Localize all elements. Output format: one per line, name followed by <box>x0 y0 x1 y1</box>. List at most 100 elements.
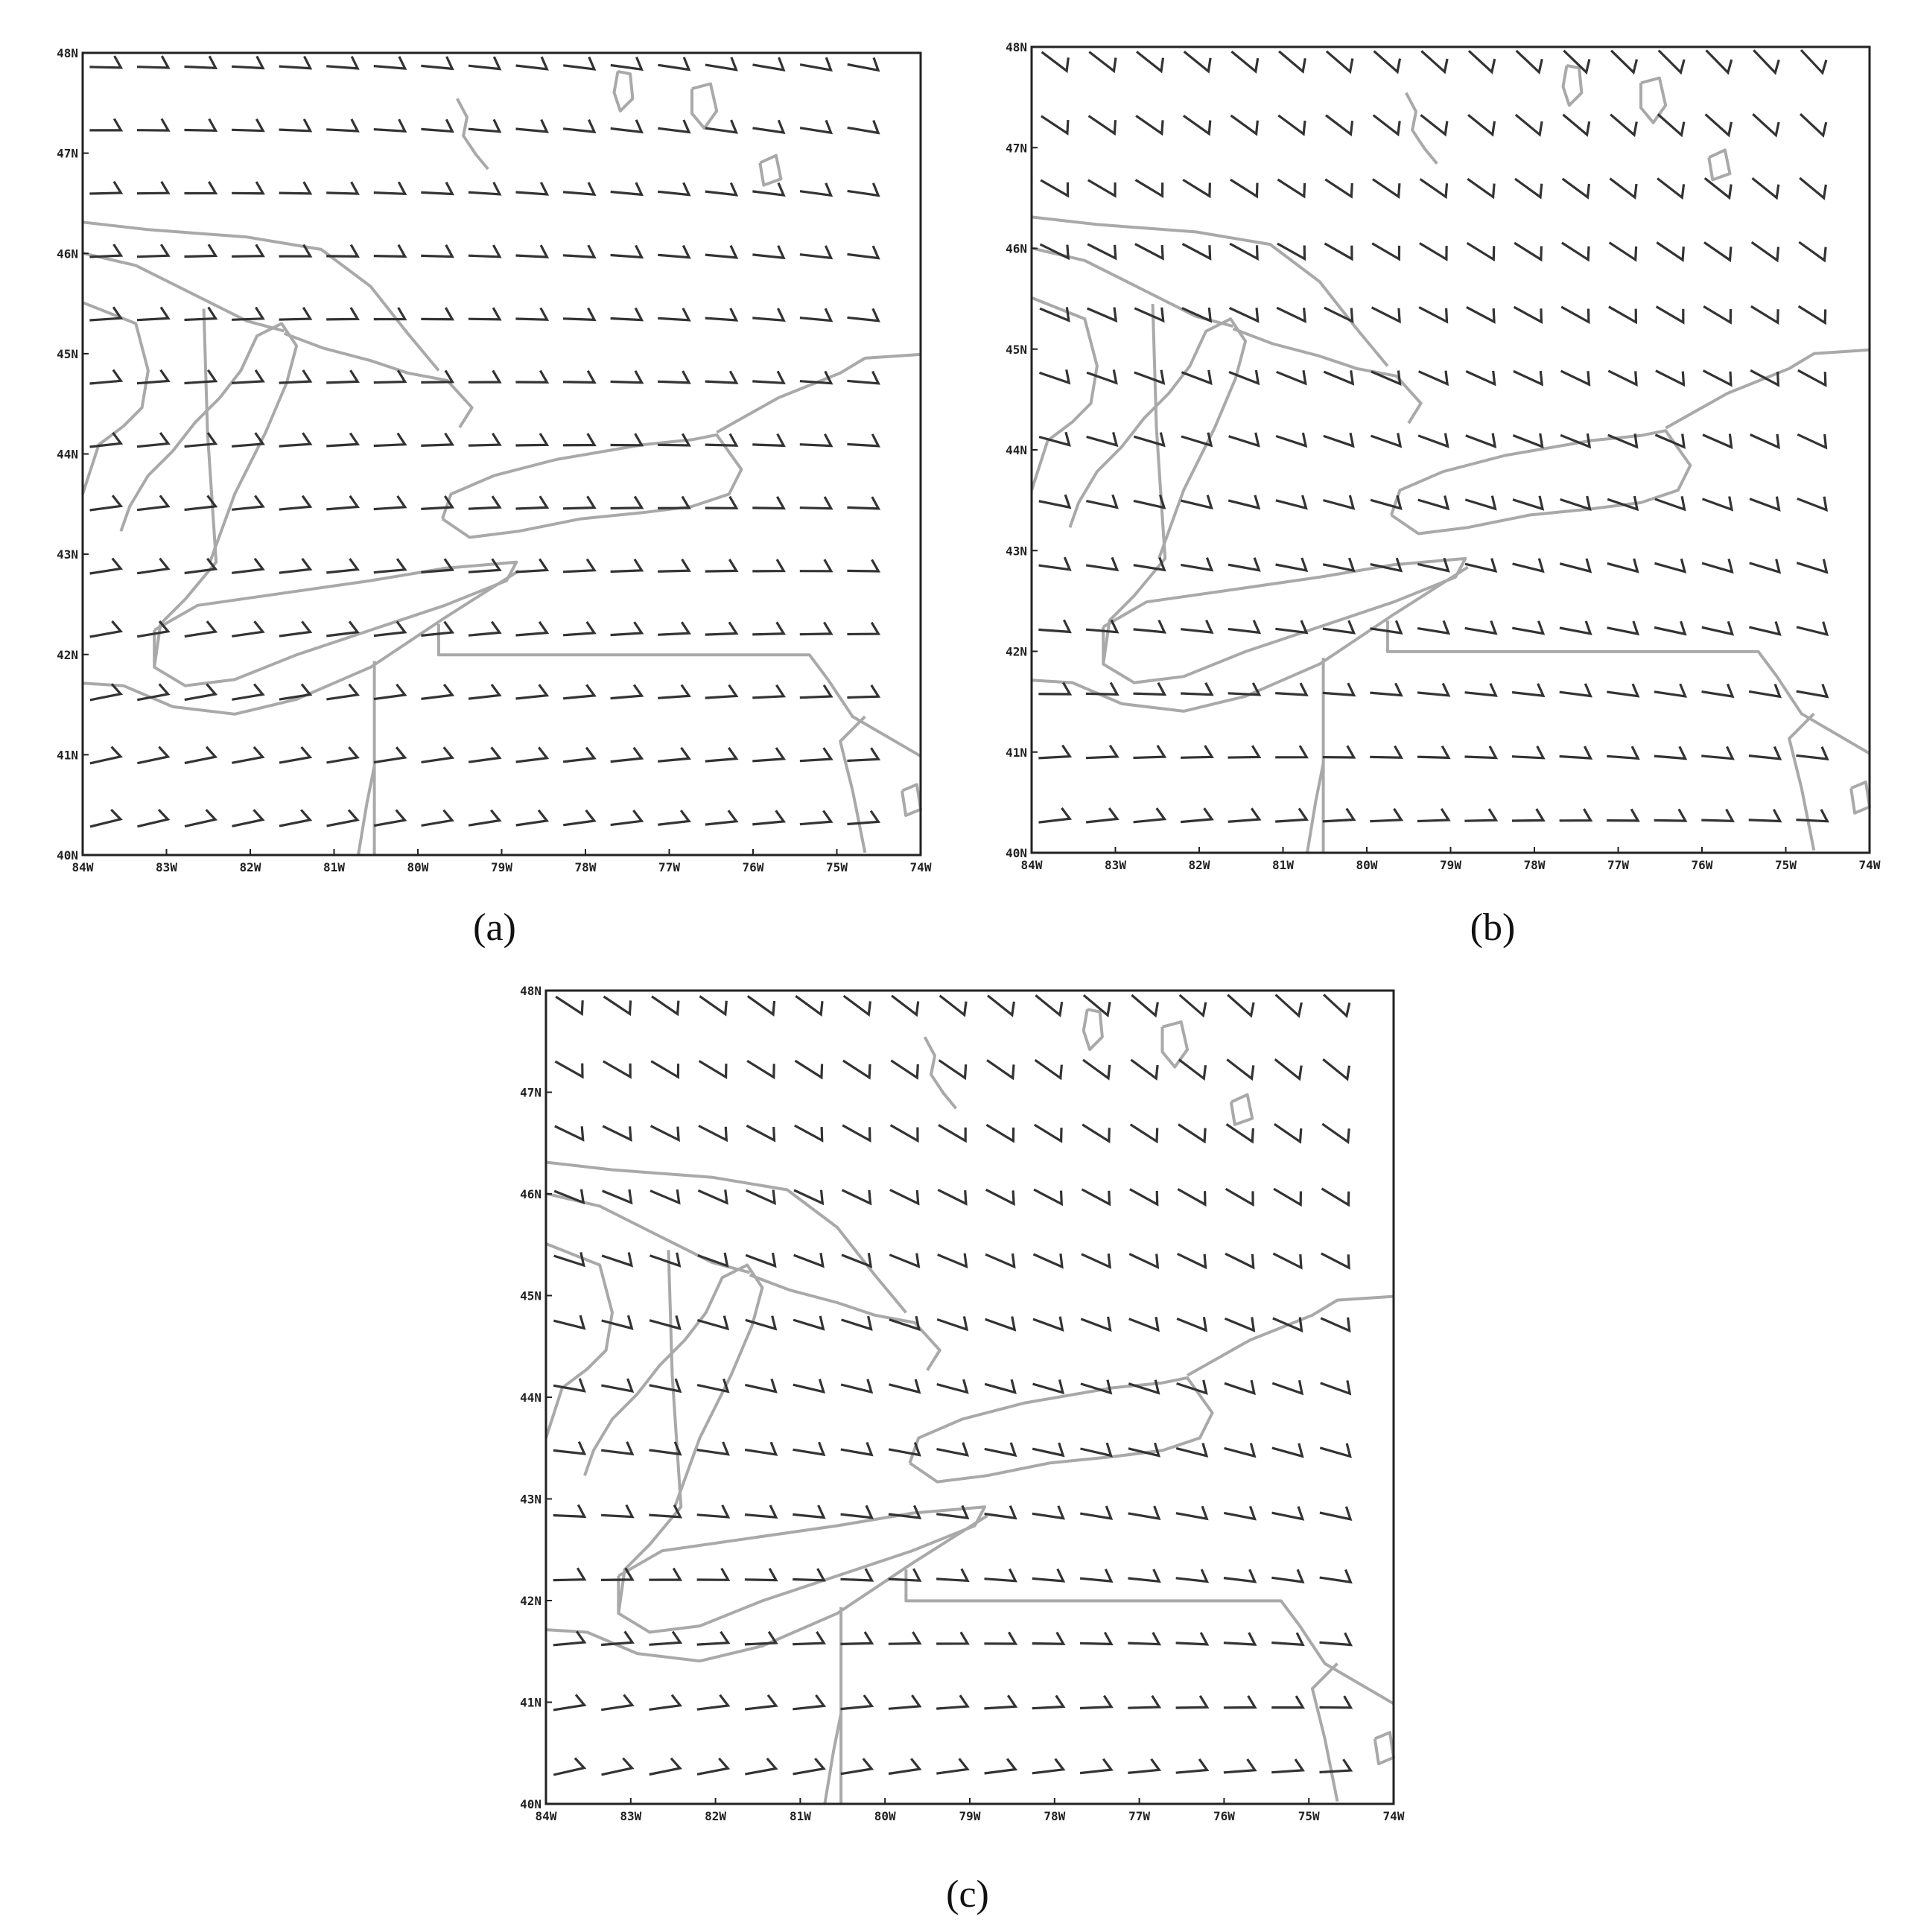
wind-barb <box>697 1189 728 1205</box>
wind-barb <box>1417 745 1451 760</box>
coastline <box>690 82 719 130</box>
wind-barb <box>1465 433 1497 448</box>
wind-barb <box>553 1694 587 1712</box>
wind-barb <box>1081 1253 1111 1269</box>
wind-barb <box>279 558 313 574</box>
wind-barb <box>1561 241 1590 262</box>
wind-barb <box>600 1694 635 1712</box>
wind-barb <box>1607 369 1638 387</box>
wind-barb <box>601 1441 635 1456</box>
wind-barb <box>752 433 786 448</box>
wind-barb <box>1322 807 1356 823</box>
wind-barb <box>840 1568 874 1582</box>
wind-barb <box>658 433 691 447</box>
wind-barb <box>1175 1694 1210 1709</box>
wind-barb <box>799 496 833 510</box>
wind-barb <box>1750 241 1780 263</box>
wind-barb <box>468 809 502 827</box>
wind-barb <box>936 1442 970 1457</box>
wind-barb <box>890 1059 919 1080</box>
longitude-label: 77W <box>1607 858 1629 872</box>
wind-barb <box>562 684 597 700</box>
wind-barb <box>1324 178 1353 199</box>
wind-barb <box>515 369 550 384</box>
wind-barb <box>1319 1695 1353 1709</box>
coastline <box>119 322 299 563</box>
wind-barb <box>1228 807 1262 823</box>
wind-barb <box>1607 746 1640 760</box>
wind-barb <box>1796 559 1829 574</box>
wind-barb <box>1277 242 1306 261</box>
wind-barb <box>326 620 360 638</box>
wind-barb <box>752 57 786 72</box>
wind-barb <box>658 746 691 763</box>
wind-barb <box>1657 177 1686 200</box>
wind-barb <box>1086 369 1118 385</box>
wind-barb <box>373 56 407 70</box>
wind-barb <box>889 1124 919 1143</box>
wind-barb <box>1175 1758 1210 1774</box>
wind-barb <box>1370 495 1403 510</box>
wind-barb <box>1321 1187 1350 1207</box>
wind-barb <box>89 180 124 195</box>
wind-barb <box>326 181 360 195</box>
wind-barb <box>793 1253 825 1268</box>
wind-barb <box>468 684 502 700</box>
wind-barb <box>1752 113 1780 138</box>
wind-barb <box>373 432 407 448</box>
wind-barb <box>752 559 786 573</box>
coastline <box>1306 763 1325 854</box>
wind-barb <box>1181 495 1213 510</box>
wind-barb <box>1130 1058 1159 1081</box>
wind-barb <box>1654 558 1687 573</box>
latitude-label: 41N <box>520 1696 542 1710</box>
wind-barb <box>1032 1631 1066 1645</box>
wind-barb <box>1607 495 1639 512</box>
wind-barb <box>650 1060 680 1079</box>
wind-barb <box>1228 495 1261 510</box>
wind-barb <box>1133 807 1167 824</box>
wind-barb <box>1032 1316 1064 1332</box>
wind-barb <box>1228 620 1262 635</box>
wind-barb <box>1799 177 1827 200</box>
coastline <box>153 560 518 687</box>
wind-barb <box>184 495 218 512</box>
wind-barb <box>936 1379 969 1394</box>
wind-barb <box>1277 114 1306 136</box>
wind-barb <box>1176 1317 1208 1332</box>
wind-barb <box>373 369 407 384</box>
wind-barb <box>1133 432 1166 448</box>
wind-barb <box>1228 745 1262 759</box>
wind-barb <box>985 1253 1016 1269</box>
coastline <box>1405 92 1438 165</box>
wind-barb <box>562 433 597 447</box>
coastline <box>1068 317 1248 559</box>
wind-barb <box>1797 433 1828 450</box>
wind-barb <box>799 621 833 636</box>
wind-barb <box>1561 177 1590 200</box>
coastline <box>1082 1008 1104 1052</box>
wind-barb <box>1133 556 1166 572</box>
wind-barb <box>1038 494 1072 509</box>
wind-barb <box>1324 242 1353 261</box>
coastline <box>545 1160 907 1314</box>
wind-barb <box>939 994 968 1017</box>
wind-barb <box>1273 1122 1303 1144</box>
wind-barb <box>1657 49 1686 75</box>
wind-barb <box>1320 1380 1352 1396</box>
wind-barb <box>515 684 550 700</box>
wind-barb <box>1320 1317 1351 1333</box>
coastline <box>545 1514 988 1663</box>
wind-barb <box>696 1315 730 1331</box>
wind-barb <box>562 119 597 133</box>
wind-barb <box>1703 241 1733 263</box>
wind-barb <box>1274 1058 1303 1081</box>
wind-barb <box>553 1252 585 1268</box>
wind-barb <box>1086 307 1118 323</box>
coastline <box>617 1250 683 1614</box>
wind-barb <box>610 746 644 763</box>
longitude-label: 75W <box>1775 858 1797 872</box>
wind-barb <box>649 1252 682 1268</box>
wind-barb <box>515 495 550 510</box>
wind-barb <box>649 1630 683 1646</box>
